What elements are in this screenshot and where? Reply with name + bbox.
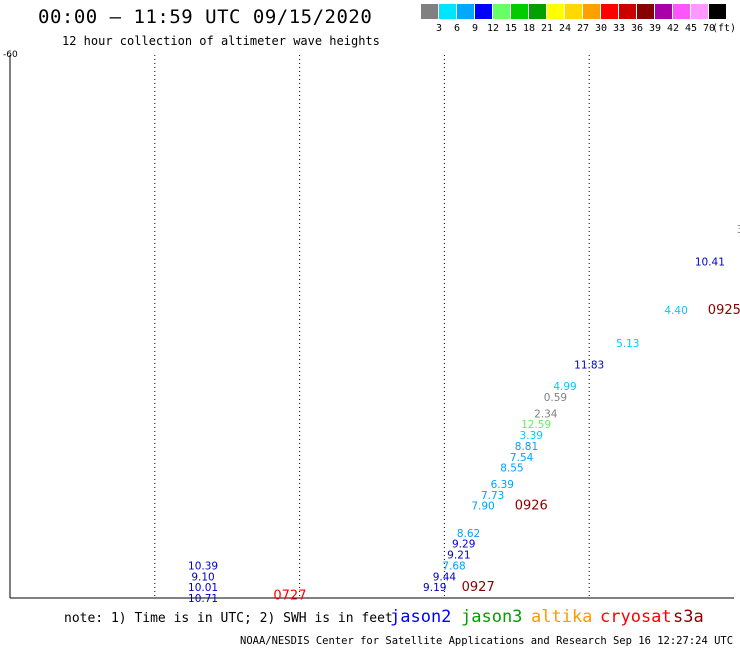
color-scale-label: 3 bbox=[435, 23, 443, 34]
color-scale-label: 15 bbox=[504, 23, 518, 34]
wave-height-label: 9.10 bbox=[191, 571, 214, 583]
color-swatch bbox=[529, 4, 546, 19]
color-scale-label: 24 bbox=[558, 23, 572, 34]
wave-height-label: 10.41 bbox=[695, 256, 725, 268]
chart-title: 00:00 – 11:59 UTC 09/15/2020 bbox=[38, 6, 373, 28]
wave-height-label: 5.13 bbox=[616, 338, 639, 350]
color-swatch bbox=[565, 4, 582, 19]
color-swatch bbox=[709, 4, 726, 19]
wave-height-label: 8.62 bbox=[457, 528, 480, 540]
wave-height-label: 4.40 bbox=[664, 305, 687, 317]
color-swatch bbox=[493, 4, 510, 19]
wave-height-label: 3.00 bbox=[737, 224, 740, 236]
wave-height-label: 0.59 bbox=[544, 392, 567, 404]
wave-height-label: 2.34 bbox=[534, 408, 558, 420]
color-swatch bbox=[439, 4, 456, 19]
color-scale-label: 70 bbox=[702, 23, 716, 34]
color-scale-label: 30 bbox=[594, 23, 608, 34]
color-swatch bbox=[583, 4, 600, 19]
wave-height-label: 11.83 bbox=[574, 360, 604, 372]
color-swatch bbox=[547, 4, 564, 19]
color-scale-label: 39 bbox=[648, 23, 662, 34]
wave-height-label: 4.99 bbox=[553, 381, 576, 393]
pass-time-label: 0927 bbox=[462, 580, 495, 595]
color-scale-label: 18 bbox=[522, 23, 536, 34]
satellite-legend-jason2: jason2 bbox=[390, 607, 452, 627]
wave-height-label: 7.73 bbox=[481, 490, 504, 502]
color-swatch bbox=[421, 4, 438, 19]
wave-height-label: 9.19 bbox=[423, 582, 446, 594]
pass-time-label: 0727 bbox=[273, 588, 306, 603]
y-tick-label: -60 bbox=[3, 50, 18, 60]
chart-subtitle: 12 hour collection of altimeter wave hei… bbox=[62, 34, 380, 48]
color-scale-label: 6 bbox=[453, 23, 461, 34]
wave-height-label: 12.59 bbox=[521, 419, 551, 431]
wave-height-label: 10.39 bbox=[188, 560, 218, 572]
color-scale-label: 12 bbox=[486, 23, 500, 34]
color-scale-unit: (ft) bbox=[712, 23, 737, 34]
footer-note: note: 1) Time is in UTC; 2) SWH is in fe… bbox=[64, 611, 393, 626]
wave-height-label: 6.39 bbox=[491, 479, 514, 491]
color-swatch bbox=[637, 4, 654, 19]
satellite-legend-jason3: jason3 bbox=[461, 607, 523, 627]
wave-height-label: 10.01 bbox=[188, 582, 218, 594]
pass-time-label: 0925 bbox=[708, 303, 740, 318]
wave-height-label: 9.21 bbox=[447, 550, 470, 562]
color-swatch bbox=[655, 4, 672, 19]
satellite-legend-altika: altika bbox=[531, 607, 593, 627]
color-scale-label: 27 bbox=[576, 23, 590, 34]
credit-line: NOAA/NESDIS Center for Satellite Applica… bbox=[240, 635, 740, 647]
wave-height-label: 7.54 bbox=[510, 452, 534, 464]
wave-height-label: 8.81 bbox=[515, 441, 538, 453]
color-scale-label: 42 bbox=[666, 23, 680, 34]
wave-height-label: 9.29 bbox=[452, 539, 475, 551]
color-swatch bbox=[511, 4, 528, 19]
color-scale-label: 9 bbox=[471, 23, 479, 34]
wave-height-label: 9.44 bbox=[433, 571, 457, 583]
color-swatch bbox=[601, 4, 618, 19]
altimeter-chart: -165-162-159-156-153-15-60-62-64-66-68-7… bbox=[3, 50, 740, 605]
wave-height-label: 8.55 bbox=[500, 463, 523, 475]
pass-time-label: 0926 bbox=[515, 499, 548, 514]
color-swatch bbox=[475, 4, 492, 19]
wave-height-label: 10.71 bbox=[188, 593, 218, 605]
satellite-legend-cryosat: cryosat bbox=[600, 607, 672, 627]
color-swatch bbox=[457, 4, 474, 19]
color-swatch bbox=[673, 4, 690, 19]
color-swatch bbox=[691, 4, 708, 19]
color-scale-label: 45 bbox=[684, 23, 698, 34]
satellite-legend-s3a: s3a bbox=[673, 607, 704, 627]
color-swatch bbox=[619, 4, 636, 19]
wave-height-label: 3.39 bbox=[520, 430, 543, 442]
wave-height-label: 7.90 bbox=[471, 501, 494, 513]
wave-height-label: 7.68 bbox=[442, 560, 465, 572]
color-scale-label: 36 bbox=[630, 23, 644, 34]
color-scale-label: 21 bbox=[540, 23, 554, 34]
color-scale-label: 33 bbox=[612, 23, 626, 34]
